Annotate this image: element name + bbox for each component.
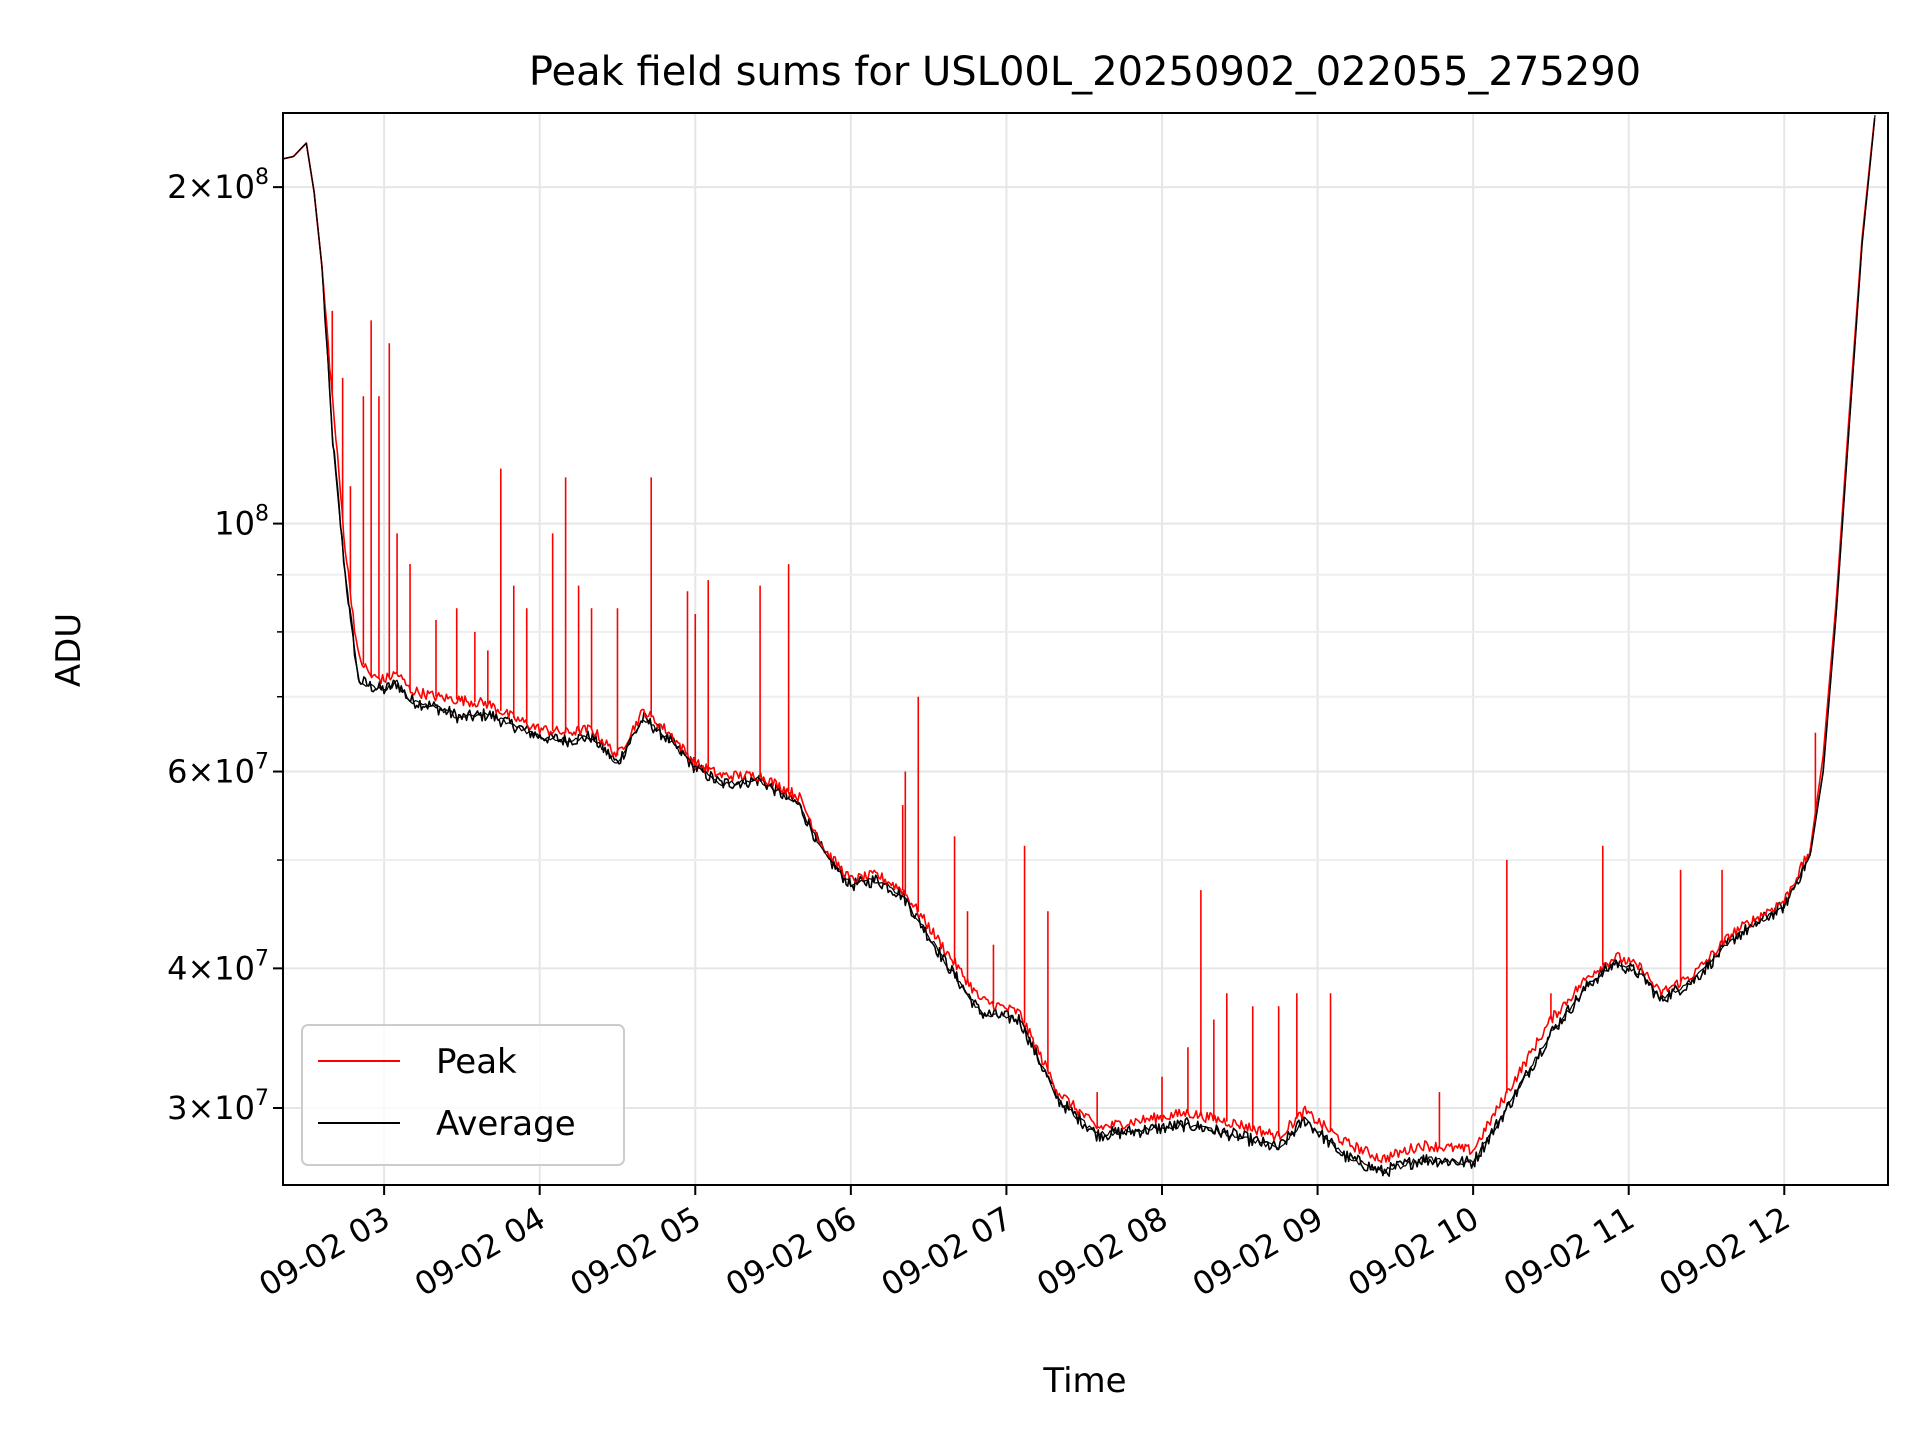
y-tick-label: 4×107 xyxy=(167,946,269,987)
grid-layer xyxy=(283,113,1888,1185)
legend-label-average: Average xyxy=(436,1104,576,1144)
legend: Peak Average xyxy=(301,1024,625,1166)
y-tick-label: 3×107 xyxy=(167,1086,269,1127)
y-axis-label: ADU xyxy=(49,613,89,687)
series-line-average xyxy=(282,120,1876,1177)
y-tick-label: 6×107 xyxy=(167,750,269,791)
legend-label-peak: Peak xyxy=(436,1042,517,1082)
series-line-peak xyxy=(282,117,1876,1164)
x-axis-label: Time xyxy=(1042,1361,1126,1401)
series-layer xyxy=(282,115,1876,1177)
series-line-average-overlay xyxy=(282,115,1876,1174)
y-tick-label: 108 xyxy=(214,502,269,543)
chart-title: Peak field sums for USL00L_20250902_0220… xyxy=(529,49,1641,95)
plot-area-frame xyxy=(282,112,1889,1186)
y-tick-label: 2×108 xyxy=(167,165,269,206)
